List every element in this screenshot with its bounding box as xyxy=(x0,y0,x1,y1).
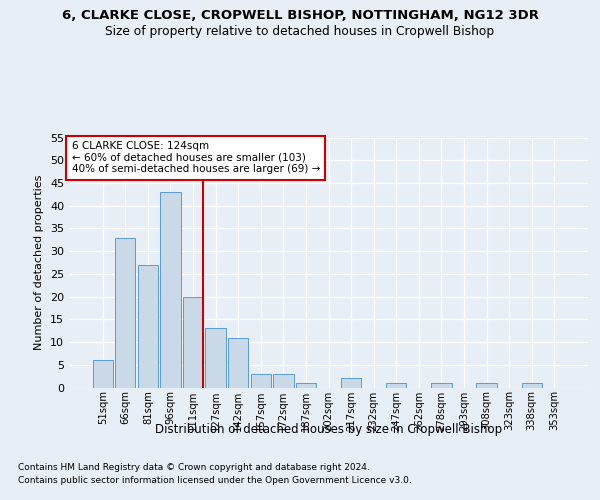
Bar xyxy=(115,238,136,388)
Bar xyxy=(228,338,248,388)
Bar xyxy=(341,378,361,388)
Text: Contains public sector information licensed under the Open Government Licence v3: Contains public sector information licen… xyxy=(18,476,412,485)
Bar xyxy=(273,374,293,388)
Bar xyxy=(296,383,316,388)
Bar xyxy=(251,374,271,388)
Bar xyxy=(476,383,497,388)
Text: Contains HM Land Registry data © Crown copyright and database right 2024.: Contains HM Land Registry data © Crown c… xyxy=(18,462,370,471)
Bar xyxy=(205,328,226,388)
Text: Size of property relative to detached houses in Cropwell Bishop: Size of property relative to detached ho… xyxy=(106,25,494,38)
Text: 6 CLARKE CLOSE: 124sqm
← 60% of detached houses are smaller (103)
40% of semi-de: 6 CLARKE CLOSE: 124sqm ← 60% of detached… xyxy=(71,141,320,174)
Text: 6, CLARKE CLOSE, CROPWELL BISHOP, NOTTINGHAM, NG12 3DR: 6, CLARKE CLOSE, CROPWELL BISHOP, NOTTIN… xyxy=(62,9,539,22)
Bar xyxy=(138,265,158,388)
Bar xyxy=(431,383,452,388)
Bar xyxy=(521,383,542,388)
Text: Distribution of detached houses by size in Cropwell Bishop: Distribution of detached houses by size … xyxy=(155,422,502,436)
Bar xyxy=(183,296,203,388)
Bar xyxy=(92,360,113,388)
Bar xyxy=(160,192,181,388)
Y-axis label: Number of detached properties: Number of detached properties xyxy=(34,175,44,350)
Bar xyxy=(386,383,406,388)
